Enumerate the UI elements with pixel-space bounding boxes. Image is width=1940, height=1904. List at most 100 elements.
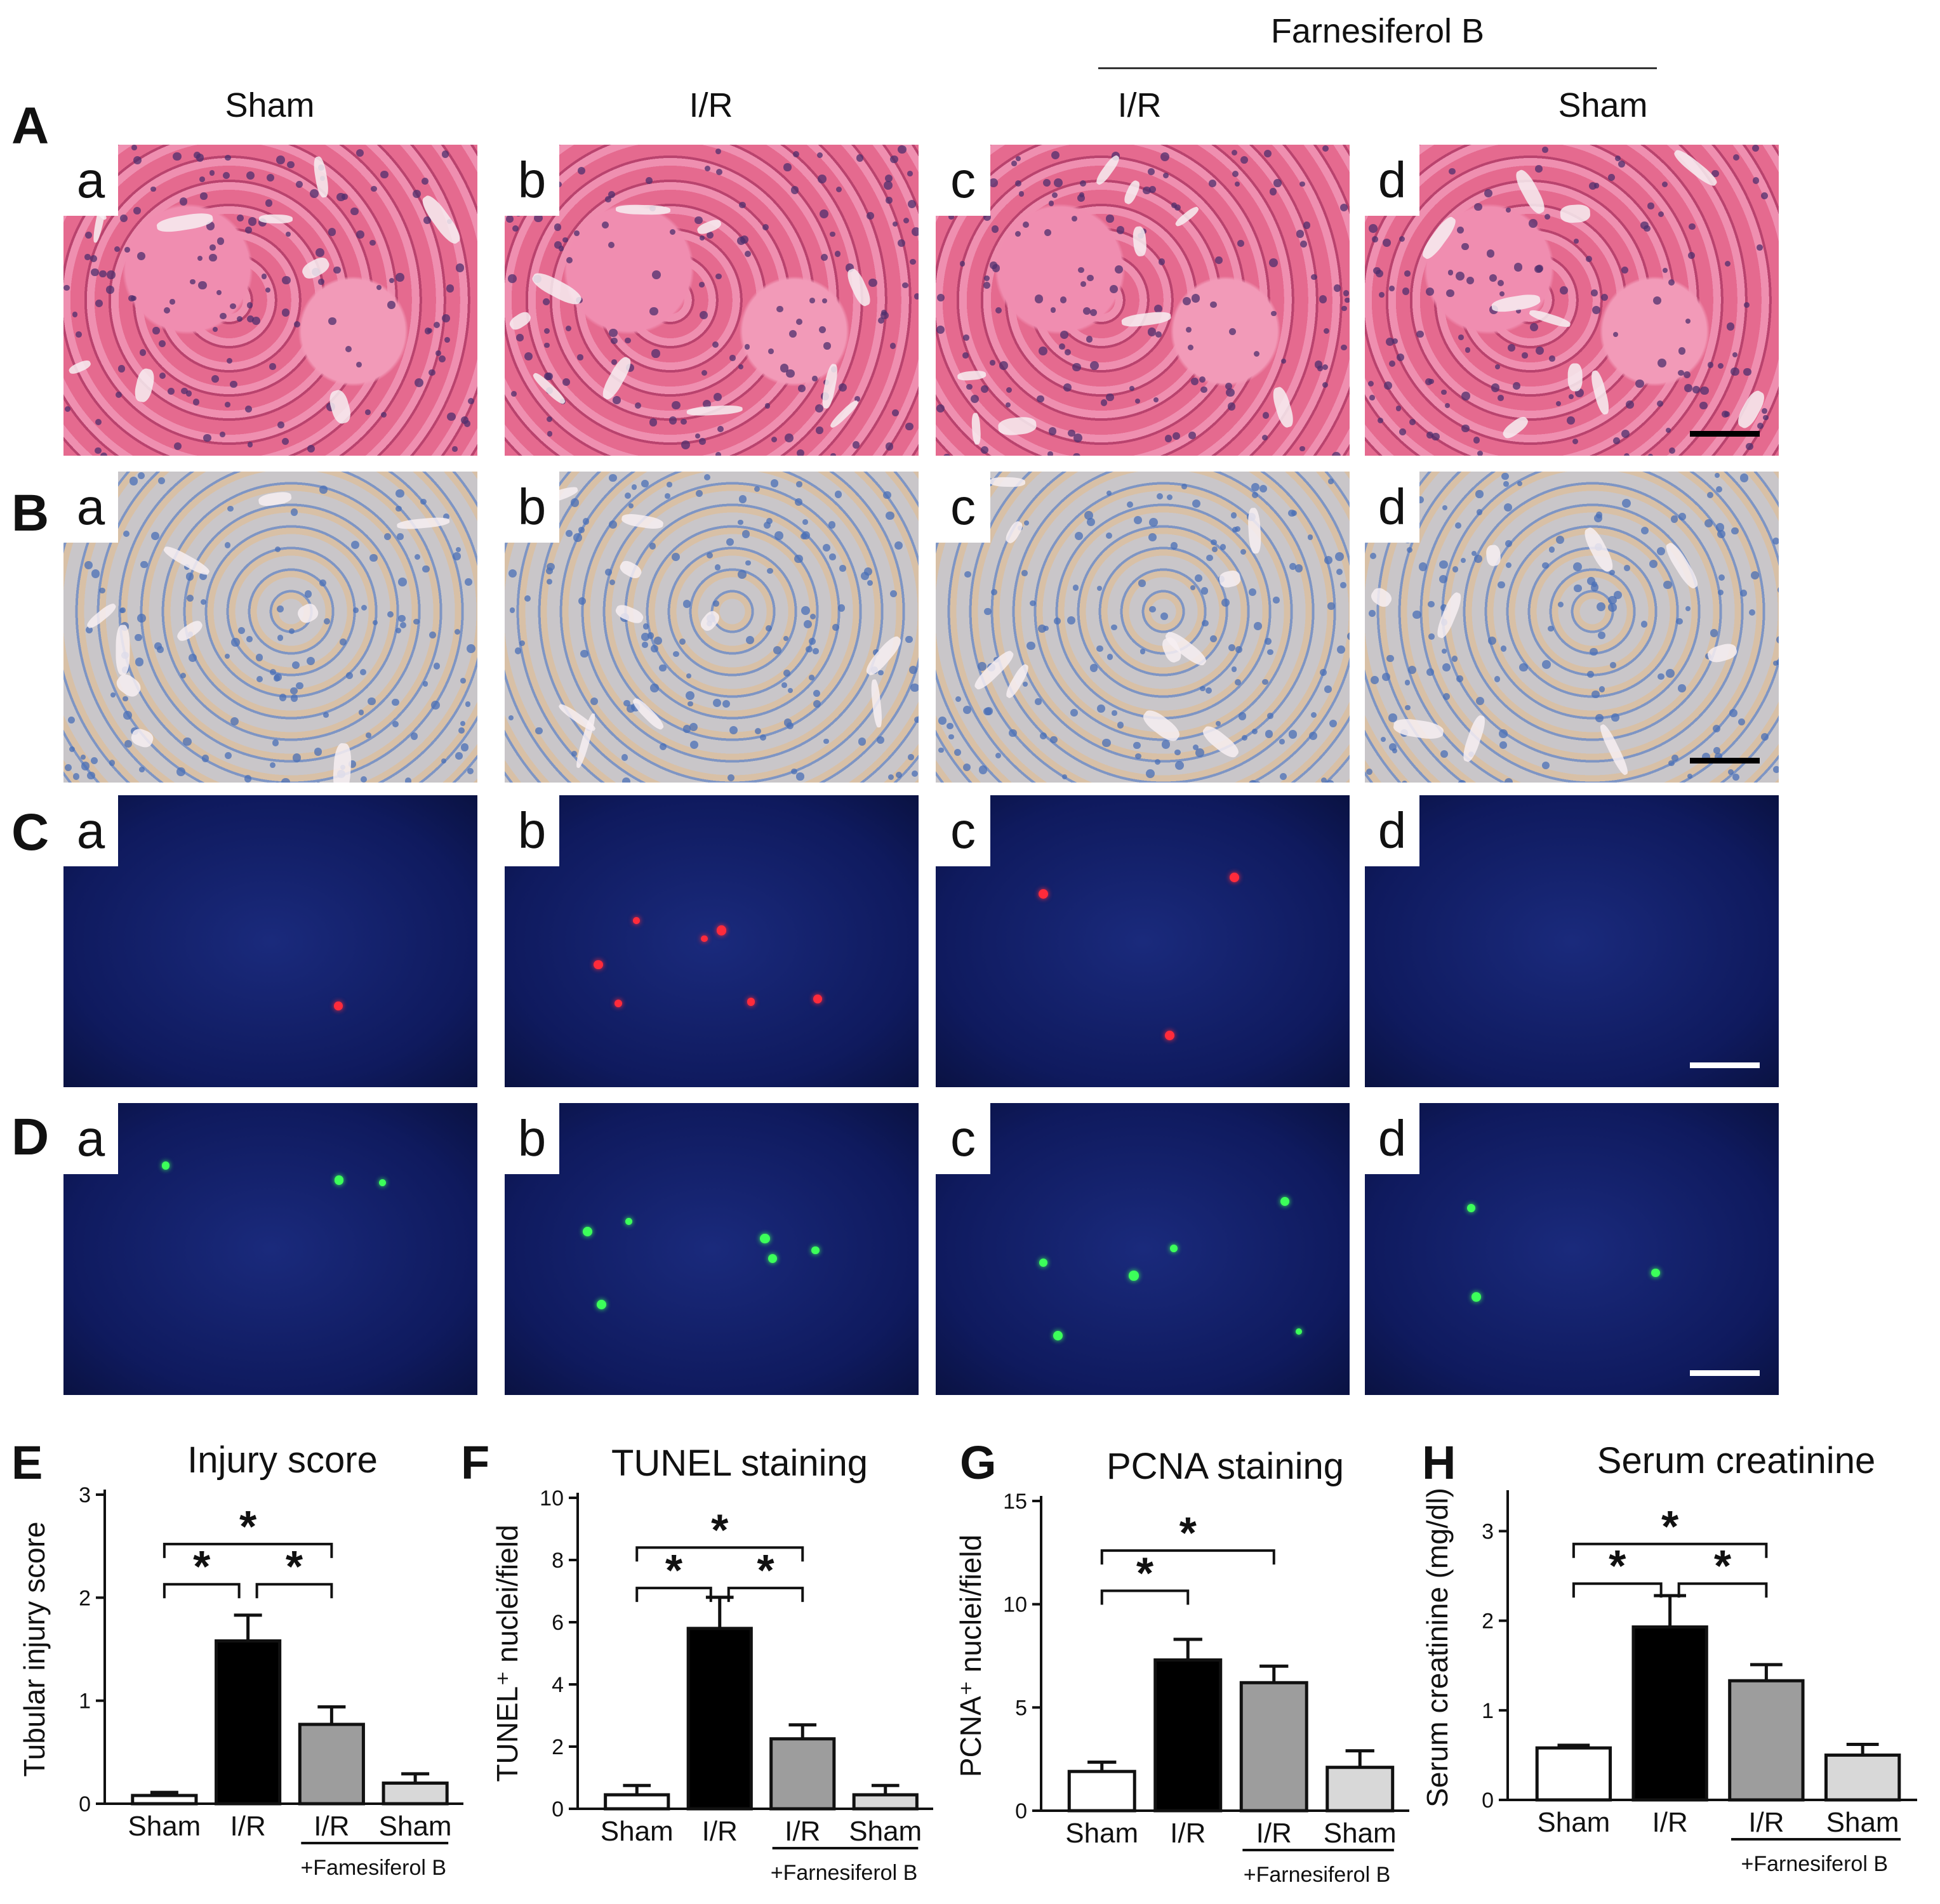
nucleus-dot: [715, 148, 722, 154]
nucleus-dot: [1460, 557, 1466, 563]
nucleus-dot: [1234, 526, 1240, 532]
nucleus-dot: [1446, 289, 1454, 298]
nucleus-dot: [813, 689, 821, 697]
nucleus-dot: [1541, 562, 1549, 569]
nucleus-dot: [1529, 323, 1538, 331]
nucleus-dot: [1567, 416, 1575, 425]
nucleus-dot: [768, 348, 774, 354]
nucleus-dot: [158, 340, 166, 347]
nucleus-dot: [1658, 673, 1664, 680]
nucleus-dot: [319, 486, 328, 494]
nucleus-dot: [180, 672, 187, 678]
nucleus-dot: [554, 241, 562, 249]
nucleus-dot: [809, 613, 816, 619]
nucleus-dot: [546, 567, 554, 574]
chart-h-group-label: +Farnesiferol B: [1741, 1852, 1889, 1876]
nucleus-dot: [508, 274, 517, 284]
nucleus-dot: [688, 701, 693, 707]
nucleus-dot: [351, 541, 360, 550]
positive-nucleus: [1651, 1268, 1660, 1277]
nucleus-dot: [1322, 364, 1328, 371]
nucleus-dot: [137, 614, 147, 623]
nucleus-dot: [573, 533, 582, 542]
nucleus-dot: [699, 235, 705, 241]
nucleus-dot: [787, 687, 794, 694]
chart-f-y-tick-label: 10: [540, 1486, 564, 1511]
nucleus-dot: [886, 511, 894, 520]
nucleus-dot: [1345, 297, 1350, 303]
nucleus-dot: [455, 752, 463, 760]
nucleus-dot: [1073, 433, 1082, 443]
nucleus-dot: [380, 411, 387, 418]
nucleus-dot: [766, 517, 773, 524]
nucleus-dot: [435, 350, 441, 357]
nucleus-dot: [1161, 740, 1170, 749]
nucleus-dot: [1399, 428, 1406, 435]
nucleus-dot: [209, 253, 217, 262]
nucleus-dot: [1051, 192, 1058, 199]
nucleus-dot: [1080, 281, 1087, 287]
nucleus-dot: [970, 394, 980, 404]
scale-bar: [1690, 1370, 1760, 1376]
nucleus-dot: [1175, 760, 1185, 770]
nucleus-dot: [1034, 294, 1043, 303]
column-header-ir: I/R: [689, 86, 733, 124]
nucleus-dot: [192, 399, 200, 406]
nucleus-dot: [1333, 284, 1341, 292]
nucleus-dot: [823, 543, 831, 552]
nucleus-dot: [1073, 453, 1080, 456]
nucleus-dot: [1299, 446, 1305, 451]
nucleus-dot: [510, 607, 515, 613]
nucleus-dot: [1273, 596, 1280, 604]
nucleus-dot: [185, 572, 194, 581]
nucleus-dot: [1078, 267, 1084, 274]
nucleus-dot: [1296, 230, 1305, 238]
nucleus-dot: [1016, 156, 1021, 162]
nucleus-dot: [696, 490, 703, 498]
nucleus-dot: [995, 753, 1001, 759]
positive-nucleus: [594, 960, 603, 970]
nucleus-dot: [68, 717, 76, 724]
nucleus-dot: [219, 312, 227, 320]
nucleus-dot: [196, 154, 204, 162]
nucleus-dot: [1259, 485, 1267, 493]
nucleus-dot: [1404, 680, 1411, 685]
nucleus-dot: [238, 626, 246, 634]
nucleus-dot: [1560, 286, 1568, 294]
nucleus-dot: [1700, 386, 1709, 395]
nucleus-dot: [1426, 431, 1434, 439]
nucleus-dot: [682, 725, 691, 734]
nucleus-dot: [224, 654, 230, 659]
nucleus-dot: [1267, 649, 1273, 655]
nucleus-dot: [905, 422, 914, 431]
nucleus-dot: [887, 774, 894, 780]
nucleus-dot: [1261, 434, 1268, 440]
nucleus-dot: [460, 743, 469, 751]
nucleus-dot: [1476, 509, 1483, 516]
chart-h-category-label: Sham: [1826, 1807, 1899, 1838]
nucleus-dot: [813, 648, 819, 654]
nucleus-dot: [1240, 155, 1249, 164]
nucleus-dot: [704, 165, 711, 172]
chart-g-y-tick-label: 15: [1003, 1490, 1027, 1514]
nucleus-dot: [1133, 515, 1142, 524]
nucleus-dot: [609, 579, 615, 586]
nucleus-dot: [624, 493, 631, 499]
nucleus-dot: [183, 564, 190, 571]
nucleus-dot: [1776, 635, 1779, 644]
chart-g-y-tick-label: 10: [1003, 1593, 1027, 1617]
nucleus-dot: [95, 300, 103, 308]
nucleus-dot: [1369, 609, 1376, 617]
nucleus-dot: [1193, 744, 1199, 751]
nucleus-dot: [1529, 219, 1538, 228]
nucleus-dot: [948, 214, 954, 220]
nucleus-dot: [1649, 559, 1658, 568]
nucleus-dot: [1473, 437, 1480, 444]
nucleus-dot: [1112, 710, 1117, 716]
nucleus-dot: [1706, 492, 1713, 499]
nucleus-dot: [1475, 490, 1484, 498]
nucleus-dot: [649, 307, 658, 315]
nucleus-dot: [1657, 546, 1666, 555]
nucleus-dot: [767, 567, 773, 574]
nucleus-dot: [1503, 480, 1509, 487]
